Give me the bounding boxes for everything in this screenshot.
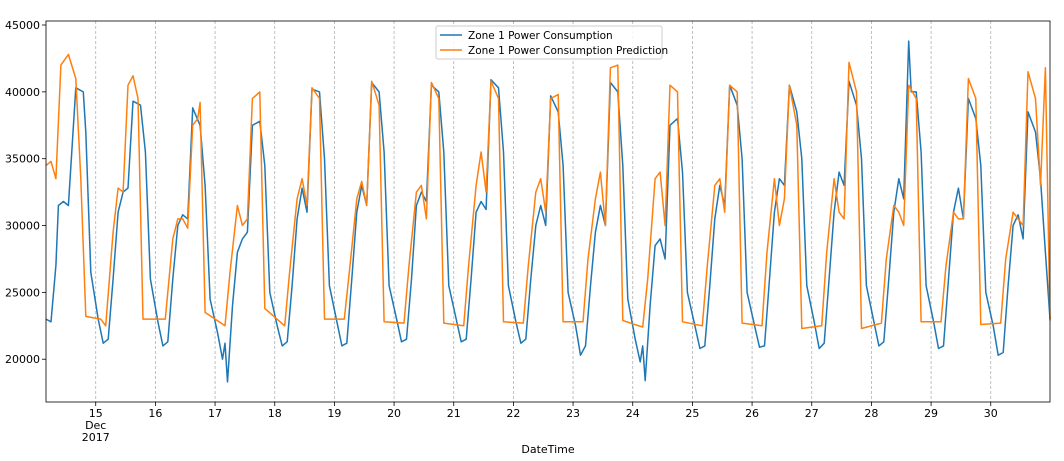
legend-box [435,25,663,60]
x-tick-label: 28 [864,407,878,420]
x-tick-label: 23 [566,407,580,420]
x-tick-year-label: 2017 [82,431,110,444]
legend-label-prediction: Zone 1 Power Consumption Prediction [468,45,668,57]
y-axis: 20000 25000 30000 35000 40000 45000 [5,19,46,366]
vertical-grid [95,21,992,402]
x-tick-label: 26 [745,407,759,420]
legend: Zone 1 Power Consumption Zone 1 Power Co… [435,25,668,60]
y-tick-label: 45000 [5,19,40,32]
y-tick-label: 25000 [5,286,40,299]
x-tick-label: 27 [805,407,819,420]
plot-area-frame [45,20,1051,403]
x-axis-label: DateTime [521,443,574,456]
y-tick-label: 40000 [5,86,40,99]
series-line-prediction [45,53,1051,330]
series-lines [45,40,1051,383]
y-tick-label: 35000 [5,153,40,166]
x-tick-label: 19 [327,407,341,420]
series-line-actual [45,40,1051,383]
y-tick-label: 30000 [5,220,40,233]
x-tick-label: 22 [506,407,520,420]
x-tick-label: 15 [89,407,103,420]
legend-label-actual: Zone 1 Power Consumption [468,30,613,42]
x-tick-label: 20 [387,407,401,420]
y-tick-label: 20000 [5,353,40,366]
x-tick-label: 30 [984,407,998,420]
x-tick-label: 21 [447,407,461,420]
x-tick-label: 24 [626,407,640,420]
x-tick-label: 17 [208,407,222,420]
x-tick-label: 18 [268,407,282,420]
x-tick-label: 25 [685,407,699,420]
x-tick-label: 29 [924,407,938,420]
x-tick-label: 16 [148,407,162,420]
x-tick-month-label: Dec [85,419,106,432]
